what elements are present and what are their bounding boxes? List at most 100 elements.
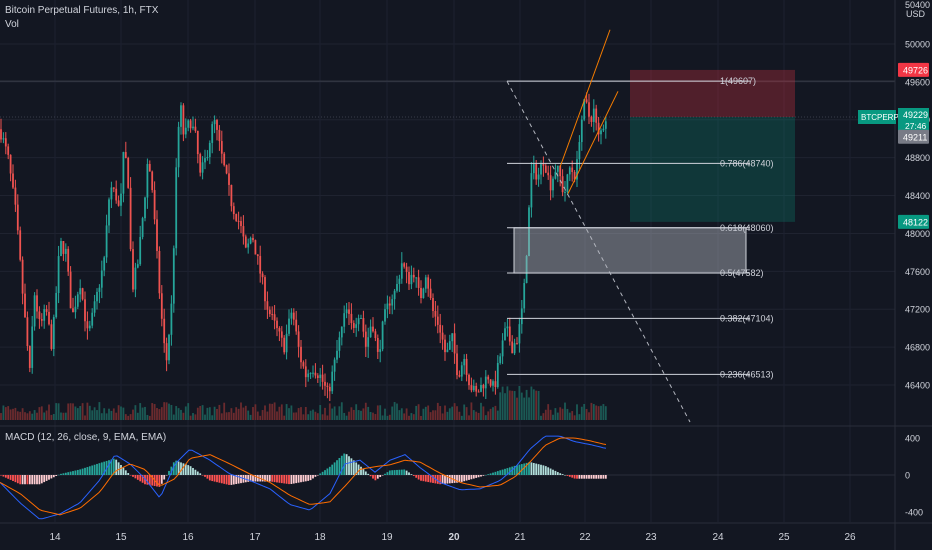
macd-histogram-bar (163, 475, 166, 480)
candle-body (136, 264, 139, 268)
macd-histogram-bar (355, 462, 358, 475)
candle-body (420, 287, 422, 299)
macd-histogram-bar (228, 475, 230, 485)
volume-bar (470, 402, 473, 420)
macd-histogram-bar (57, 474, 60, 476)
candle-body (249, 237, 252, 244)
macd-tick-label: 0 (905, 471, 910, 481)
candle-body (508, 326, 511, 342)
candle-body (494, 381, 497, 387)
volume-bar (331, 408, 334, 420)
candle-body (520, 308, 523, 325)
macd-histogram-bar (86, 467, 89, 475)
volume-bar (136, 412, 139, 420)
volume-bar (525, 389, 528, 420)
macd-histogram-bar (110, 459, 113, 475)
volume-bar (374, 414, 377, 420)
volume-bar (33, 410, 36, 420)
volume-bar (513, 391, 516, 420)
volume-bar (415, 405, 418, 420)
candle-body (331, 371, 334, 392)
candle-body (261, 273, 264, 278)
volume-bar (242, 407, 245, 420)
macd-histogram-bar (74, 470, 77, 475)
candle-body (38, 311, 41, 320)
macd-histogram-bar (429, 475, 432, 483)
last-price-tag-bg (898, 108, 929, 132)
candle-body (110, 187, 113, 200)
candle-body (412, 274, 415, 278)
macd-pane (0, 435, 895, 520)
macd-histogram-bar (129, 475, 132, 476)
volume-bar (19, 411, 22, 420)
candle-body (470, 385, 473, 391)
candle-body (189, 120, 192, 129)
candle-body (448, 341, 451, 350)
macd-histogram-bar (559, 473, 562, 475)
time-tick-label: 20 (448, 532, 460, 543)
symbol-title[interactable]: Bitcoin Perpetual Futures, 1h, FTX (5, 5, 159, 16)
volume-label[interactable]: Vol (5, 19, 19, 30)
candle-body (122, 152, 125, 194)
volume-bar (112, 408, 115, 420)
stop-loss-zone (630, 69, 795, 117)
candle-body (16, 204, 19, 231)
macd-histogram-bar (172, 462, 175, 475)
candle-body (588, 102, 590, 117)
candle-body (146, 164, 149, 198)
volume-bar (213, 406, 216, 420)
candle-body (314, 372, 317, 376)
macd-title[interactable]: MACD (12, 26, close, 9, EMA, EMA) (5, 432, 167, 443)
candle-body (0, 129, 2, 140)
macd-histogram-bar (48, 475, 50, 480)
volume-bar (547, 404, 550, 420)
volume-bar (350, 407, 353, 420)
volume-bar (410, 413, 413, 420)
candle-body (120, 193, 122, 206)
macd-histogram-bar (465, 475, 468, 481)
macd-histogram-bar (547, 467, 550, 475)
price-label-high: 49726 (903, 65, 928, 75)
volume-bar (592, 404, 595, 420)
candle-body (576, 159, 578, 180)
volume-bar (458, 411, 461, 420)
volume-bar (144, 406, 146, 420)
macd-histogram-bar (436, 475, 439, 484)
volume-bar (578, 414, 581, 420)
candle-body (422, 288, 425, 299)
candle-body (333, 359, 336, 372)
macd-line (0, 435, 607, 520)
volume-bar (427, 405, 430, 420)
volume-bar (93, 407, 96, 420)
macd-histogram-bar (180, 462, 182, 475)
volume-bar (285, 404, 288, 420)
candle-body (345, 309, 348, 314)
time-tick-label: 14 (49, 532, 61, 543)
candle-body (160, 293, 163, 319)
volume-bar (158, 409, 161, 420)
macd-histogram-bar (319, 473, 322, 475)
macd-histogram-bar (369, 475, 372, 477)
volume-bar (244, 405, 247, 420)
macd-histogram-bar (453, 475, 456, 483)
macd-histogram-bar (50, 475, 53, 479)
macd-histogram-bar (256, 475, 259, 482)
candle-body (156, 219, 158, 252)
volume-bar (549, 409, 552, 420)
volume-bar (576, 404, 578, 420)
volume-bar (225, 412, 228, 420)
volume-bar (511, 390, 514, 420)
candle-body (453, 333, 456, 354)
macd-histogram-bar (508, 467, 511, 475)
macd-histogram-bar (487, 474, 490, 475)
volume-bar (240, 402, 242, 420)
volume-bar (228, 412, 230, 420)
candle-body (393, 290, 396, 300)
candle-body (220, 141, 223, 154)
volume-bar (36, 412, 38, 420)
volume-bar (129, 414, 132, 420)
volume-bar (278, 406, 281, 420)
macd-histogram-bar (278, 475, 281, 483)
candle-body (540, 164, 542, 175)
